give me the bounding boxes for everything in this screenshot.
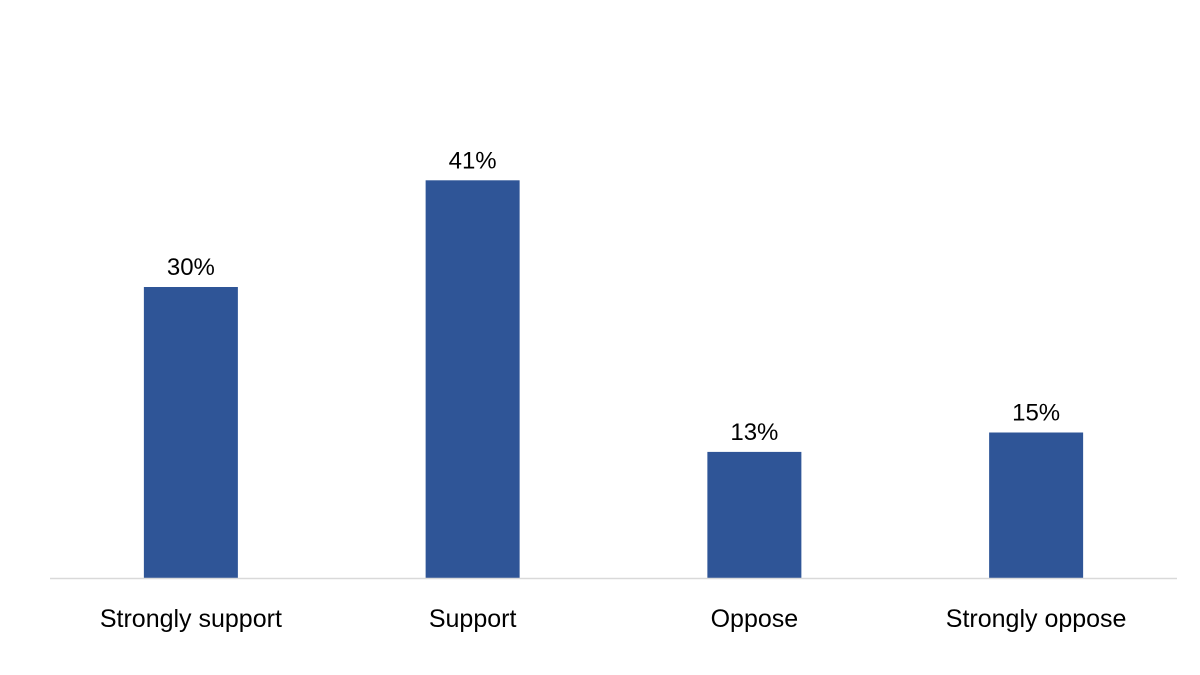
bars	[143, 180, 1084, 579]
bar-support	[425, 180, 520, 579]
bar-oppose	[707, 451, 802, 578]
data-label: 41%	[449, 147, 497, 174]
category-label: Strongly support	[100, 605, 282, 633]
data-labels: 30% 41% 13% 15%	[167, 147, 1060, 446]
data-label: 13%	[730, 419, 778, 446]
data-label: 15%	[1012, 400, 1060, 427]
bar-strongly-support	[143, 287, 238, 578]
category-label: Support	[429, 605, 517, 633]
data-label: 30%	[167, 254, 215, 281]
bar-strongly-oppose	[989, 432, 1084, 578]
category-label: Oppose	[711, 605, 799, 633]
category-labels: Strongly support Support Oppose Strongly op…	[100, 605, 1127, 633]
category-label: Strongly oppose	[946, 605, 1127, 633]
